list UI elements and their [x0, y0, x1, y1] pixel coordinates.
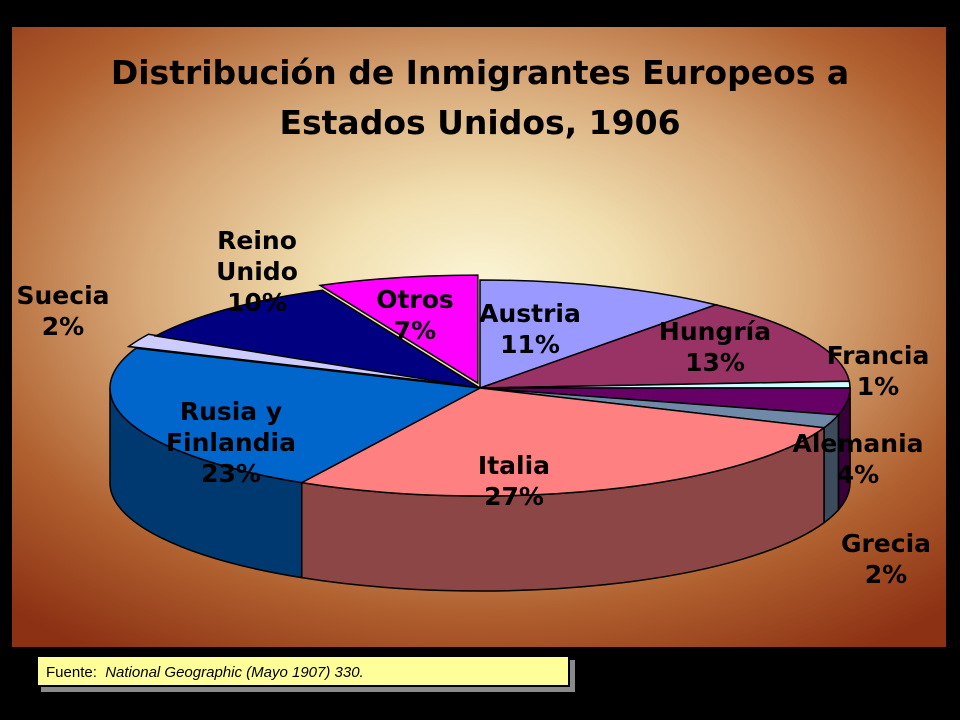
pie-label-francia: Francia 1% — [827, 341, 930, 401]
pie-label-line: 10% — [227, 288, 287, 317]
pie-label-line: Francia — [827, 341, 930, 370]
chart-title: Distribución de Inmigrantes Europeos a E… — [111, 53, 849, 142]
pie-label-line: 1% — [857, 372, 899, 401]
pie-label-italia: Italia 27% — [478, 451, 550, 511]
chart-title-line-1: Distribución de Inmigrantes Europeos a — [111, 53, 849, 92]
pie-slice-hungria — [479, 304, 851, 389]
pie-label-otros: Otros 7% — [376, 285, 454, 345]
pie-label-line: 4% — [837, 460, 879, 489]
pie-label-line: 7% — [394, 316, 436, 345]
pie-label-line: 27% — [484, 482, 544, 511]
pie-label-austria: Austria 11% — [479, 299, 581, 359]
source-note: Fuente: National Geographic (Mayo 1907) … — [36, 655, 570, 687]
pie-label-line: Rusia y — [180, 397, 282, 426]
pie-slice-italia — [299, 387, 826, 497]
pie-label-line: Italia — [478, 451, 550, 480]
pie-labels: Austria 11% Hungría 13% Francia 1% Alemania 4% G… — [16, 226, 931, 589]
pie-label-line: Otros — [376, 285, 454, 314]
pie-tops — [109, 274, 851, 497]
pie-label-line: 11% — [500, 330, 560, 359]
pie-label-line: Alemania — [792, 429, 923, 458]
pie-label-line: Austria — [479, 299, 581, 328]
pie-label-hungria: Hungría 13% — [659, 317, 771, 377]
pie-label-line: Unido — [216, 257, 298, 286]
pie-slice-reino-unido — [153, 289, 481, 389]
chart-title-line-2: Estados Unidos, 1906 — [279, 103, 680, 142]
source-prefix: Fuente: — [46, 664, 97, 681]
source-reference: National Geographic (Mayo 1907) 330. — [105, 664, 364, 681]
pie-label-line: 2% — [42, 312, 84, 341]
source-text: Fuente: National Geographic (Mayo 1907) … — [46, 664, 364, 681]
pie-label-rusia-y-finlandia: Rusia y Finlandia 23% — [166, 397, 296, 488]
pie-label-suecia: Suecia 2% — [16, 281, 109, 341]
pie-label-alemania: Alemania 4% — [792, 429, 923, 489]
pie-slice-rusia-y-finlandia — [109, 347, 483, 484]
pie-label-reino-unido: Reino Unido 10% — [216, 226, 298, 317]
pie-label-line: 2% — [865, 560, 907, 589]
pie-label-line: 23% — [201, 459, 261, 488]
pie-label-line: Hungría — [659, 317, 771, 346]
pie-label-grecia: Grecia 2% — [841, 529, 931, 589]
pie-label-line: 13% — [685, 348, 745, 377]
pie-label-line: Reino — [217, 226, 297, 255]
pie-label-line: Grecia — [841, 529, 931, 558]
pie-label-line: Suecia — [16, 281, 109, 310]
pie-slice-austria — [479, 279, 719, 390]
pie-slice-otros — [318, 274, 479, 385]
pie-label-line: Finlandia — [166, 428, 296, 457]
